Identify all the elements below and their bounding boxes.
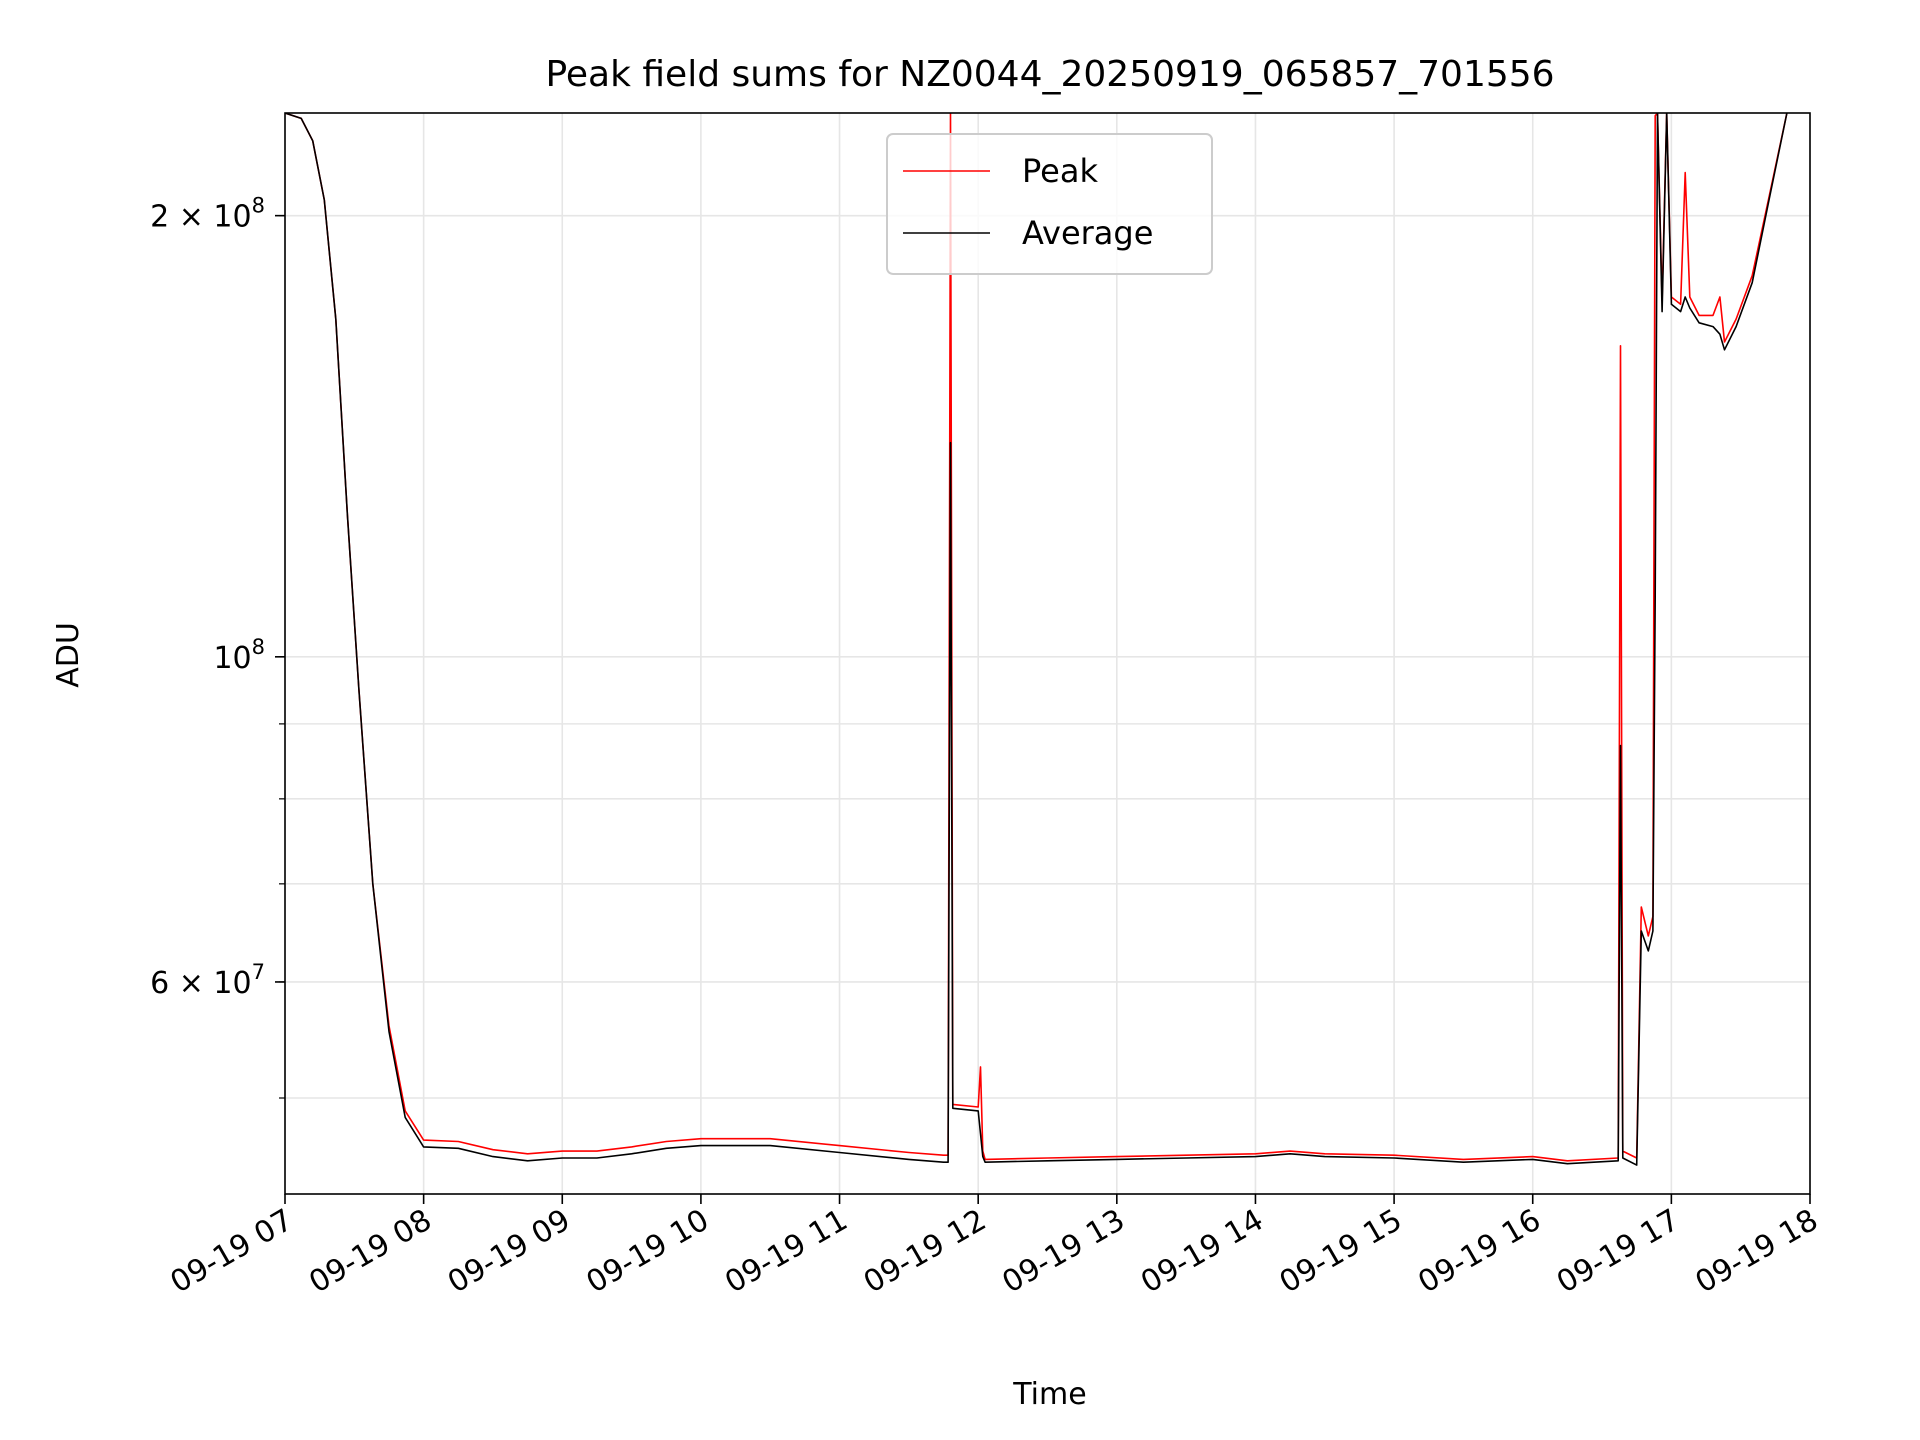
series-line-peak	[285, 113, 1788, 1162]
y-axis: 6 × 107 108 2 × 108	[150, 194, 285, 1099]
y-tick-label: 6 × 107	[150, 960, 265, 1001]
legend: Peak Average	[886, 133, 1213, 275]
series-line-average	[285, 113, 1788, 1166]
legend-box	[886, 133, 1213, 275]
grid	[284, 113, 1811, 1194]
series-layer	[285, 113, 1788, 1166]
y-tick-label: 2 × 108	[150, 194, 265, 235]
legend-label-average: Average	[1022, 214, 1153, 252]
plot-frame	[284, 112, 1811, 1195]
legend-label-peak: Peak	[1022, 152, 1098, 190]
y-axis-label: ADU	[51, 622, 86, 688]
x-axis-label: Time	[1012, 1377, 1086, 1412]
chart-title: Peak field sums for NZ0044_20250919_0658…	[545, 54, 1554, 95]
y-tick-label: 108	[213, 635, 265, 676]
